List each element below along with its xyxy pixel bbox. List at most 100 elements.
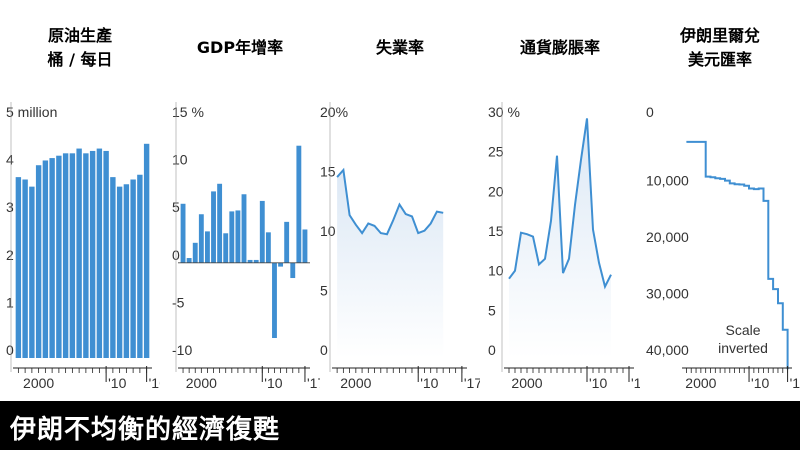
- bar: [235, 210, 241, 263]
- x-tick-label: 2000: [511, 375, 542, 391]
- bar: [302, 229, 308, 263]
- y-tick-label: 10: [488, 263, 504, 279]
- area-fill: [337, 170, 444, 358]
- x-tick-label: '17*: [464, 375, 480, 391]
- annotation-scale-inverted: inverted: [718, 340, 768, 356]
- series-line: [686, 140, 789, 370]
- y-tick-label: 4: [6, 152, 14, 168]
- unit-label: 20%: [320, 104, 348, 120]
- y-tick-label: -5: [172, 294, 185, 310]
- bar: [223, 233, 229, 263]
- bar: [83, 153, 89, 358]
- bar: [22, 179, 28, 358]
- y-tick-label: 30,000: [646, 286, 689, 302]
- annotation-scale-inverted: Scale: [725, 322, 760, 338]
- y-tick-label: 40,000: [646, 342, 689, 358]
- x-tick-label: '16: [149, 375, 160, 391]
- x-tick-label: '17*: [631, 375, 640, 391]
- bar: [110, 177, 116, 358]
- bar: [29, 186, 35, 358]
- unit-label: 30 %: [488, 104, 520, 120]
- bar: [76, 148, 82, 358]
- bar: [130, 179, 136, 358]
- unit-label: 5 million: [6, 104, 57, 120]
- panel-inflation: 通貨膨脹率 30 % 0 5 10 15 20 25 2000 '10 '17*: [480, 0, 655, 400]
- bar: [265, 232, 271, 263]
- y-tick-label: 20,000: [646, 229, 689, 245]
- bar: [186, 258, 192, 263]
- bar: [272, 262, 277, 339]
- y-tick-label: 0: [6, 342, 14, 358]
- bar: [253, 259, 259, 263]
- bar: [192, 242, 198, 263]
- x-tick-label: 2000: [186, 375, 217, 391]
- x-tick-label: '17*: [307, 375, 320, 391]
- bar: [15, 177, 22, 358]
- bar: [49, 158, 55, 358]
- x-tick-label: '10: [589, 375, 607, 391]
- bar: [229, 211, 235, 263]
- chart-gdp-growth: 15 % -10 -5 0 5 10 2000 '10 '17*: [172, 102, 331, 391]
- x-tick-label: '10: [108, 375, 126, 391]
- series-line: [508, 118, 612, 290]
- bar: [35, 165, 42, 358]
- panel-exchange-rate: 伊朗里爾兌 美元匯率 0 10,000 20,000 30,000 40,000 2000…: [640, 0, 800, 400]
- x-tick-label: '18: [790, 375, 800, 391]
- bar: [217, 183, 223, 263]
- bar: [204, 231, 210, 263]
- caption-banner: 伊朗不均衡的經濟復甦: [0, 401, 800, 450]
- x-tick-label: '10: [751, 375, 769, 391]
- chart-inflation: 30 % 0 5 10 15 20 25 2000 '10 '17*: [488, 102, 655, 391]
- bar: [290, 262, 296, 279]
- y-tick-label: 5: [320, 283, 328, 299]
- bar: [96, 148, 103, 358]
- chart-unemployment: 20% 0 5 10 15 2000 '10 '17*: [320, 102, 488, 391]
- bar: [116, 186, 123, 358]
- x-tick-label: '10: [264, 375, 282, 391]
- chart-exchange-rate: 0 10,000 20,000 30,000 40,000 2000 '10 '18 Scale…: [646, 104, 800, 391]
- bar: [42, 160, 49, 358]
- y-tick-label: 1: [6, 294, 14, 310]
- y-tick-label: 15: [488, 223, 504, 239]
- y-tick-label: 0: [320, 342, 328, 358]
- y-tick-label: 2: [6, 247, 14, 263]
- bar: [180, 203, 186, 263]
- bar: [89, 150, 96, 358]
- bar: [296, 145, 302, 263]
- y-tick-label: 10: [320, 223, 336, 239]
- panel-unemployment: 失業率 20% 0 5 10 15 2000 '10 '17*: [320, 0, 488, 400]
- bar: [284, 221, 290, 263]
- bar: [69, 153, 76, 358]
- chart-title-unemployment: 失業率: [375, 38, 424, 57]
- chart-title-oil: 原油生產 桶 / 每日: [47, 26, 113, 69]
- chart-title-inflation: 通貨膨脹率: [519, 38, 600, 57]
- x-tick-label: '10: [420, 375, 438, 391]
- panel-oil-production: 原油生產 桶 / 每日 5 million 0 1 2 3 4 2000 '10 '16: [0, 0, 167, 400]
- bar: [62, 153, 69, 358]
- bar: [137, 174, 143, 358]
- bar: [103, 150, 109, 358]
- bar: [247, 259, 253, 263]
- chart-title-gdp: GDP年增率: [196, 38, 284, 57]
- y-tick-label: 20: [488, 183, 504, 199]
- x-tick-label: 2000: [685, 375, 716, 391]
- x-tick-label: 2000: [340, 375, 371, 391]
- y-tick-label: 25: [488, 144, 504, 160]
- series-line: [336, 167, 444, 236]
- bar: [143, 143, 150, 358]
- unit-label: 15 %: [172, 104, 204, 120]
- caption-text: 伊朗不均衡的經濟復甦: [10, 415, 281, 445]
- unit-label: 0: [646, 104, 654, 120]
- bar: [211, 191, 216, 263]
- y-tick-label: 3: [6, 199, 14, 215]
- y-tick-label: 10: [172, 152, 188, 168]
- chart-title-exchange: 伊朗里爾兌 美元匯率: [679, 26, 760, 69]
- area-fill: [509, 118, 611, 359]
- y-tick-label: 0: [488, 342, 496, 358]
- bar: [56, 155, 62, 358]
- x-tick-label: 2000: [23, 375, 54, 391]
- panel-gdp-growth: GDP年增率 15 % -10 -5 0 5 10 2000 '10 '17*: [160, 0, 331, 400]
- y-tick-label: 15: [320, 164, 336, 180]
- bar: [259, 200, 265, 263]
- y-tick-label: -10: [172, 342, 192, 358]
